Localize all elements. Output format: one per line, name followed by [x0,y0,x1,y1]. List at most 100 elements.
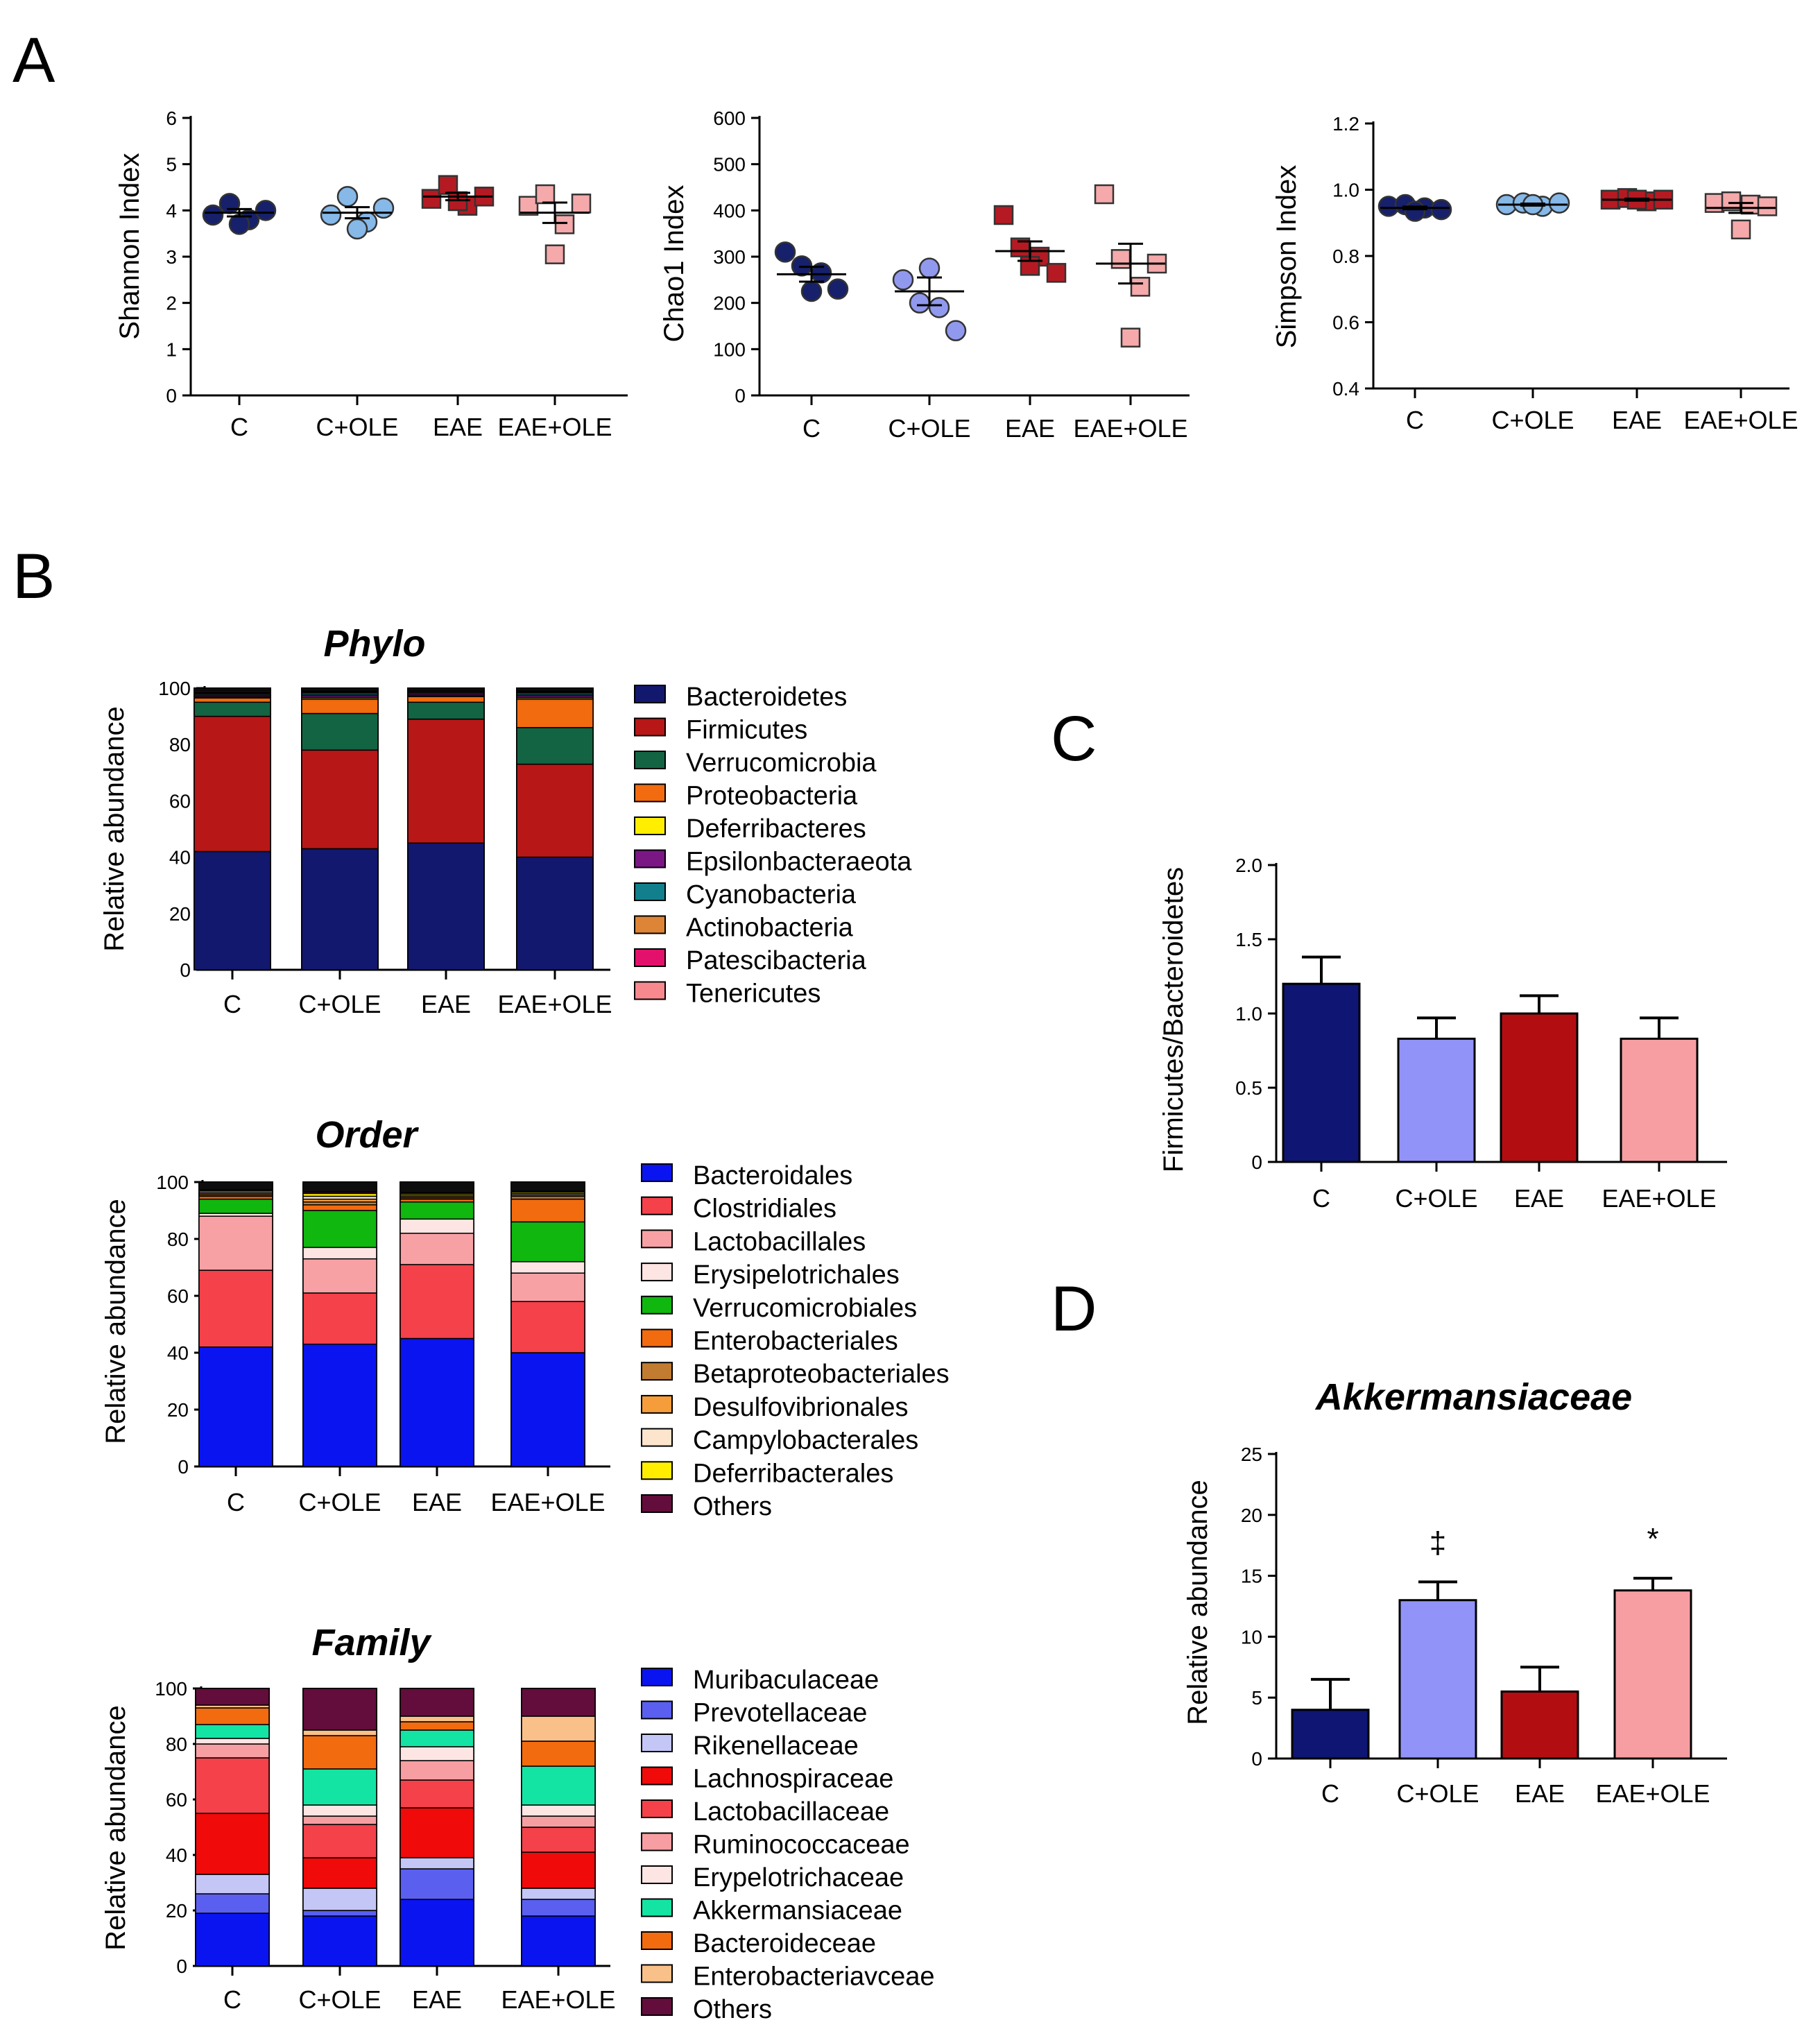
phylo-y-tick-label: 100 [158,678,191,699]
shannon-category-label: C+OLE [316,413,398,441]
chao1-data-point [1094,184,1115,205]
family-bar-segment-ruminococcaceae [521,1815,596,1828]
family-legend-swatch [641,1734,673,1752]
shannon-data-point [320,204,342,226]
chao1-category-label: C+OLE [888,414,970,443]
fb_ratio-y-tick-label: 2.0 [1235,855,1262,876]
family-legend-swatch [641,1832,673,1851]
fb_ratio-category-label: EAE+OLE [1602,1184,1716,1213]
family-bar-segment-erypelotrichaceae [521,1804,596,1817]
phylo-legend-label: Tenericutes [686,979,821,1009]
phylo-bar-segment-bacteroidetes [516,856,594,970]
order-bar-segment-erysipelotrichales [510,1261,585,1274]
family-bar-segment-rikenellaceae [521,1888,596,1900]
fb_ratio-y-tick-label: 0.5 [1235,1077,1262,1099]
phylo-category-label: C [223,990,241,1018]
firmicutes-bacteroidetes-chart: 0 0.5 1.0 1.5 2.0 C C+OLE EAE EAE+OLE Firmicutes/… [1158,855,1727,1213]
order-bar-segment-enterobacteriales [302,1204,377,1211]
fb_ratio-y-axis-label: Firmicutes/Bacteroidetes [1158,867,1189,1172]
family-legend-swatch [641,1700,673,1720]
phylo-bar-segment-proteobacteria [516,699,594,728]
family-legend-swatch [641,1668,673,1686]
akkermansiaceae-title: Akkermansiaceae [1314,1376,1632,1418]
order-bar-segment-verrucomicrobiales [400,1201,474,1220]
shannon-category-label: EAE [433,413,483,441]
family-legend-label: Muribaculaceae [693,1666,879,1695]
shannon-data-point [202,204,224,226]
phylo-bar-segment-proteobacteria [407,696,485,703]
family-stacked-chart: 0 20 40 60 80 100 C C+OLE EAE EAE+OLE Relative abu… [101,1622,616,2014]
phylo-bar-segment-firmicutes [516,763,594,858]
family-bar-segment-muribaculaceae [400,1899,474,1967]
family-bar-segment-muribaculaceae [302,1915,377,1967]
fb_ratio-category-label: C [1312,1184,1330,1213]
shannon-y-tick-label: 6 [166,108,177,129]
family-title: Family [311,1622,432,1663]
order-legend-swatch [641,1328,673,1348]
simpson-category-label: EAE+OLE [1683,406,1798,434]
order-y-tick-label: 40 [167,1342,189,1364]
akkermansiaceae-bar [1613,1589,1692,1760]
simpson-y-axis-label: Simpson Index [1271,165,1302,349]
order-legend-swatch [641,1461,673,1480]
order-legend-label: Clostridiales [693,1195,836,1224]
order-legend-label: Enterobacteriales [693,1327,898,1356]
phylo-legend-swatch [634,948,666,967]
phylo-category-label: C+OLE [298,990,381,1018]
simpson-data-point [1731,219,1751,240]
shannon-y-tick-label: 1 [166,339,177,360]
family-y-tick-label: 40 [166,1845,187,1866]
family-legend-label: Enterobacteriavceae [693,1962,935,1992]
order-bar-segment-lactobacillales [302,1258,377,1294]
family-y-tick-label: 20 [166,1900,187,1922]
shannon-data-point [554,214,575,234]
family-bar-segment-enterobacteriavceae [302,1729,377,1736]
family-bar-segment-bacteroideceae [195,1707,270,1725]
panel-letter-c: C [1051,703,1097,774]
simpson-y-tick-label: 1.0 [1332,180,1359,201]
akkermansiaceae-y-axis-label: Relative abundance [1183,1480,1213,1725]
family-bar-segment-ruminococcaceae [195,1743,270,1759]
akkermansiaceae-bar [1500,1690,1579,1760]
family-legend-swatch [641,1931,673,1950]
akkermansiaceae-category-label: EAE [1515,1779,1565,1808]
phylo-bar-segment-verrucomicrobia [407,701,485,720]
phylo-bar-segment-tenericutes [301,690,379,693]
order-bar-segment-clostridiales [302,1292,377,1345]
chao1-data-point [800,280,823,302]
family-bar-segment-others [302,1688,377,1731]
simpson-data-point [1430,198,1452,221]
order-y-tick-label: 100 [156,1172,189,1193]
family-legend-swatch [641,1964,673,1983]
simpson-data-point [1404,200,1426,222]
order-y-tick-label: 20 [167,1399,189,1421]
family-bar-segment-others [400,1688,474,1717]
order-legend-label: Others [693,1492,772,1521]
order-y-tick-label: 0 [178,1456,189,1478]
phylo-bar-segment-firmicutes [407,718,485,844]
family-bar-segment-prevotellaceae [195,1893,270,1914]
order-bar-segment-lactobacillales [198,1215,273,1271]
fb_ratio-bar [1500,1012,1579,1163]
phylo-legend-swatch [634,717,666,737]
family-bar-segment-rikenellaceae [400,1857,474,1870]
family-bar-segment-lactobacillaceae [400,1779,474,1808]
phylo-category-label: EAE+OLE [497,990,612,1018]
phylo-y-tick-label: 40 [169,847,191,869]
order-bar-segment-others [302,1191,377,1195]
chao1-y-tick-label: 500 [713,154,746,176]
simpson-y-tick-label: 0.8 [1332,246,1359,267]
family-bar-segment-bacteroideceae [302,1735,377,1770]
phylo-bar-segment-verrucomicrobia [194,701,271,717]
order-legend-swatch [641,1494,673,1513]
chao1-data-point [909,292,931,314]
fb_ratio-y-tick-label: 0 [1251,1152,1262,1173]
shannon-data-point [372,197,395,219]
phylo-legend-label: Bacteroidetes [686,683,847,712]
order-legend-label: Campylobacterales [693,1426,918,1455]
family-bar-segment-muribaculaceae [521,1915,596,1967]
fb_ratio-category-label: EAE [1514,1184,1564,1213]
order-bar-segment-enterobacteriales [510,1198,585,1223]
simpson-data-point [1757,196,1778,216]
